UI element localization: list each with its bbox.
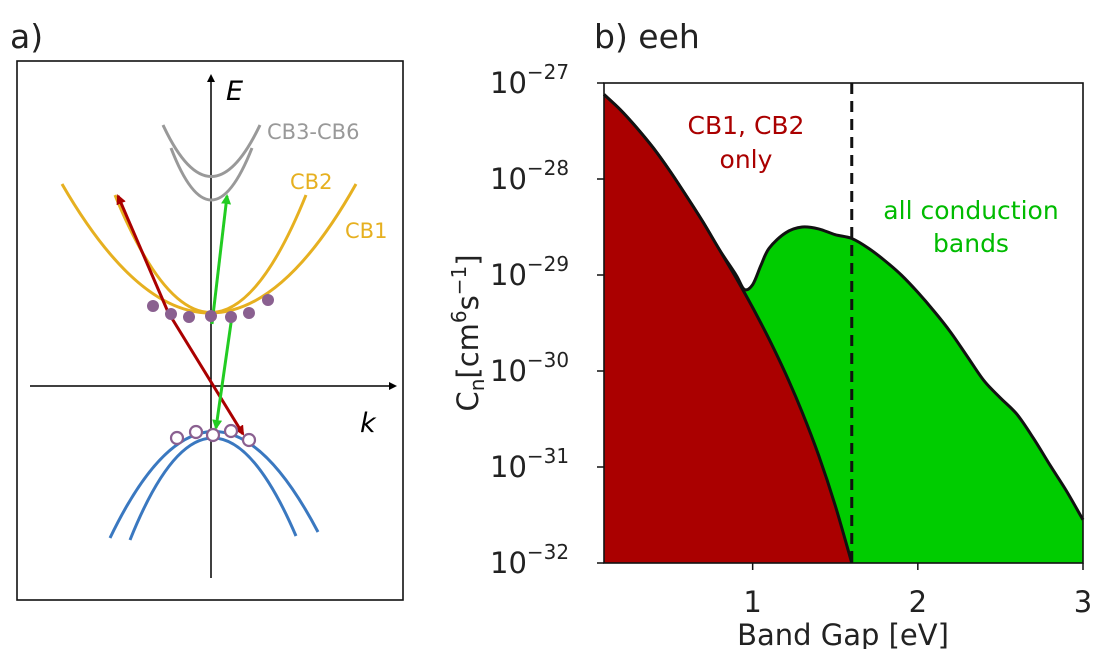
x-axis-label: Band Gap [eV] <box>737 618 949 649</box>
y-label-main: C <box>451 391 485 411</box>
hole <box>169 430 185 446</box>
panel-a-frame <box>16 60 404 601</box>
valence-band-outer <box>108 430 320 539</box>
holes <box>169 423 257 448</box>
electron <box>243 307 255 319</box>
electron <box>183 311 195 323</box>
y-label-end: ] <box>451 254 485 265</box>
x-tick-label: 1 <box>743 585 761 619</box>
y-tick-base: 10 <box>490 354 527 388</box>
k-axis-label: k <box>360 408 377 439</box>
hole <box>223 423 239 439</box>
valence-band-inner <box>128 436 298 541</box>
annotation-all-line1: all conduction <box>883 196 1058 225</box>
band-cb3-cb6-outer <box>161 124 262 178</box>
transition-arrow-all-up <box>210 194 232 325</box>
annotation-cb12-line2: only <box>720 145 773 174</box>
annotation-all-line2: bands <box>933 229 1009 258</box>
y-tick-base: 10 <box>490 162 527 196</box>
area-cb12 <box>604 94 852 563</box>
y-tick-label: 10−27 <box>490 60 569 100</box>
electron <box>225 311 237 323</box>
plot-frame <box>603 82 1084 564</box>
label-cb1: CB1 <box>345 219 387 243</box>
y-axis-label: Cn[cm6s−1] <box>447 254 489 411</box>
annotation-cb12-line1: CB1, CB2 <box>688 111 805 140</box>
y-label-rest: [cm <box>451 323 485 379</box>
y-tick-exponent: −32 <box>527 540 569 564</box>
hole <box>241 432 257 448</box>
electron <box>262 294 274 306</box>
label-cb3-cb6: CB3-CB6 <box>267 120 359 144</box>
x-tick-label: 3 <box>1074 585 1092 619</box>
hole <box>205 427 221 443</box>
transition-arrow-cb12-down <box>166 311 245 436</box>
panel-a-label: a) <box>10 17 43 56</box>
y-tick-label: 10−32 <box>490 540 569 580</box>
y-tick-exponent: −31 <box>527 444 569 468</box>
e-axis-label: E <box>226 76 243 107</box>
transition-arrow-all-down <box>212 315 234 430</box>
electron <box>205 310 217 322</box>
panel-b-label: b) eeh <box>594 17 700 56</box>
y-tick-exponent: −30 <box>527 348 569 372</box>
y-tick-base: 10 <box>490 258 527 292</box>
chart-areas <box>602 93 1085 564</box>
y-label-mid: s <box>451 295 485 310</box>
y-tick-label: 10−30 <box>490 348 569 388</box>
y-tick-label: 10−29 <box>490 252 569 292</box>
transition-arrow-cb12-up <box>116 194 170 313</box>
panel-a: a) E k CB3-CB6 CB2 CB1 <box>10 17 404 601</box>
electron <box>147 300 159 312</box>
y-label-sup1: 6 <box>447 310 471 323</box>
y-label-sup2: −1 <box>447 266 471 295</box>
label-cb2: CB2 <box>290 170 332 194</box>
y-tick-exponent: −27 <box>527 60 569 84</box>
hole <box>188 424 204 440</box>
y-tick-base: 10 <box>490 66 527 100</box>
electron <box>165 308 177 320</box>
curve-cb12 <box>602 93 854 564</box>
y-tick-base: 10 <box>490 546 527 580</box>
band-cb1 <box>60 183 358 315</box>
x-tick-label: 2 <box>909 585 927 619</box>
band-cb3-cb6-inner <box>169 147 254 202</box>
electrons <box>147 294 274 323</box>
y-tick-exponent: −28 <box>527 156 569 180</box>
x-axis-ticks: 1 2 3 <box>743 563 1092 619</box>
y-tick-label: 10−31 <box>490 444 569 484</box>
y-tick-label: 10−28 <box>490 156 569 196</box>
y-tick-exponent: −29 <box>527 252 569 276</box>
y-label-sub: n <box>465 379 489 392</box>
y-tick-base: 10 <box>490 450 527 484</box>
